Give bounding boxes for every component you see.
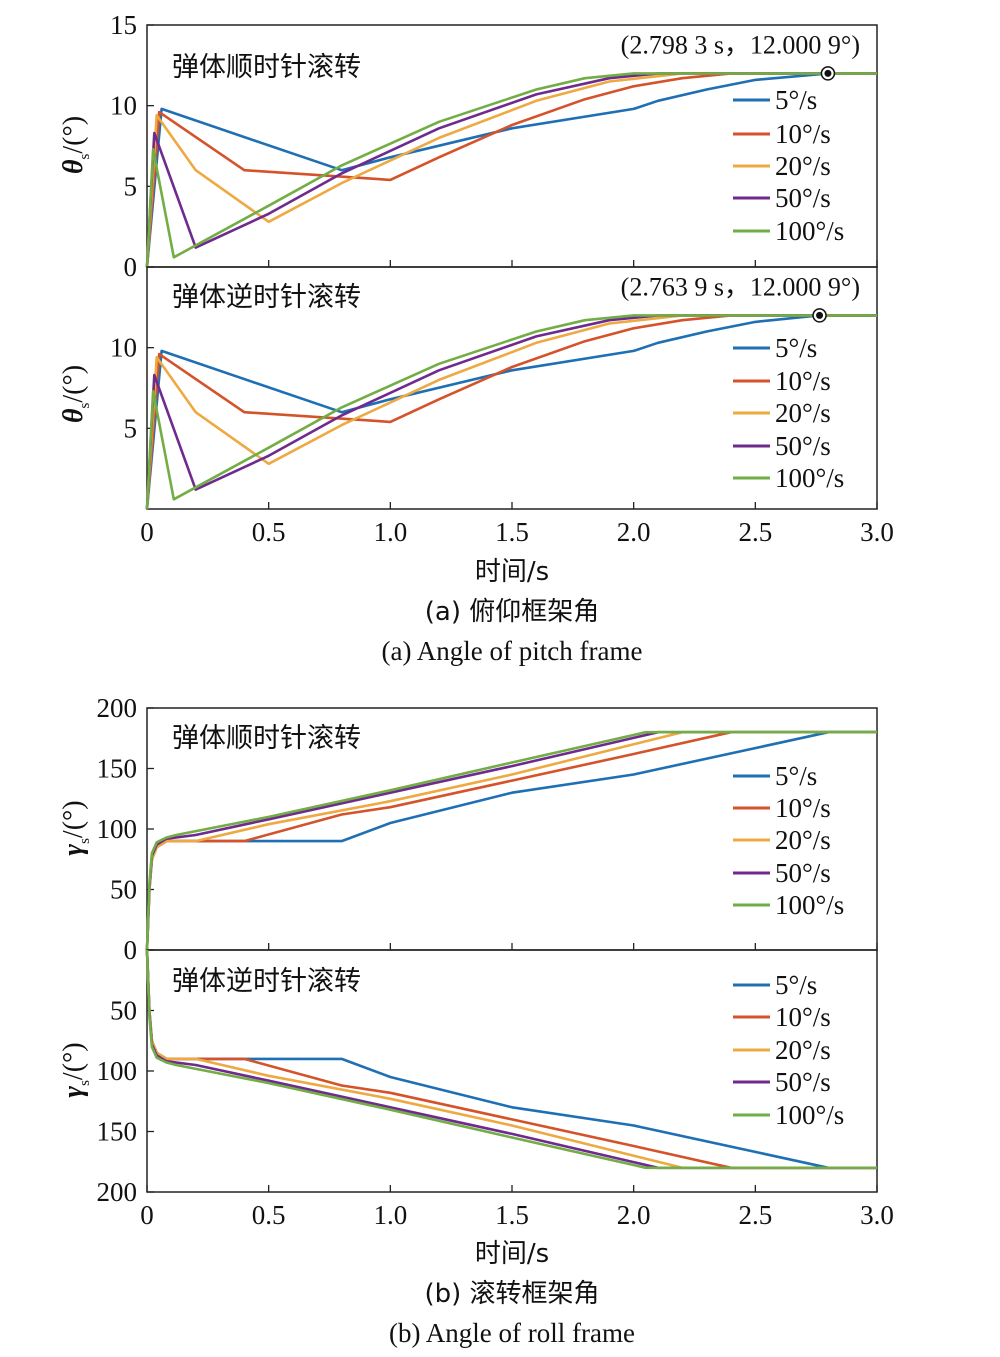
x-tick-label: 0.5 — [252, 1200, 286, 1230]
annotation-marker-dot — [816, 311, 824, 319]
xlabel-b: 时间/s — [475, 1239, 549, 1269]
series-line — [145, 72, 877, 268]
panel-title: 弹体逆时针滚转 — [172, 966, 361, 997]
legend-label: 100°/s — [775, 890, 844, 920]
y-tick-label: 5 — [124, 171, 138, 201]
x-tick-label: 1.0 — [373, 517, 407, 547]
legend-label: 10°/s — [775, 366, 831, 396]
panel-title: 弹体顺时针滚转 — [172, 52, 361, 83]
legend-label: 100°/s — [775, 216, 844, 246]
series-line — [145, 314, 877, 510]
y-tick-label: 150 — [97, 754, 138, 784]
y-tick-label: 100 — [97, 814, 138, 844]
y-tick-label: 200 — [97, 1177, 138, 1207]
legend-label: 50°/s — [775, 183, 831, 213]
y-tick-label: 10 — [110, 333, 137, 363]
legend-label: 10°/s — [775, 119, 831, 149]
annotation-marker-dot — [824, 69, 832, 77]
series-line — [145, 72, 877, 268]
legend-label: 50°/s — [775, 431, 831, 461]
y-axis-label: γs/(°) — [58, 1042, 93, 1097]
series-line — [145, 314, 877, 510]
chart-panel-1: 0 5 10 15 θs/(°) 弹体顺时针滚转 5°/s 10°/s20°/s50°/s10… — [58, 10, 878, 282]
series-line — [145, 72, 877, 268]
x-tick-label: 0.5 — [252, 517, 286, 547]
y-tick-label: 100 — [97, 1056, 138, 1086]
series-line — [145, 314, 877, 510]
series-line — [145, 72, 877, 268]
panel-title: 弹体顺时针滚转 — [172, 723, 361, 754]
y-axis-label: γs/(°) — [58, 800, 93, 855]
xlabel-a: 时间/s — [475, 557, 549, 587]
x-tick-label: 1.5 — [495, 1200, 529, 1230]
x-tick-label: 1.0 — [373, 1200, 407, 1230]
legend-label: 20°/s — [775, 151, 831, 181]
caption-a-cn: (a) 俯仰框架角 — [425, 597, 600, 627]
y-tick-label: 5 — [124, 413, 138, 443]
y-axis-label: θs/(°) — [58, 116, 93, 174]
legend-label: 5°/s — [775, 970, 817, 1000]
y-tick-label: 50 — [110, 996, 137, 1026]
x-tick-label: 2.0 — [617, 517, 651, 547]
legend-label: 5°/s — [775, 85, 817, 115]
y-tick-label: 50 — [110, 875, 137, 905]
legend-label: 20°/s — [775, 1035, 831, 1065]
legend-label: 100°/s — [775, 1100, 844, 1130]
caption-b-cn: (b) 滚转框架角 — [424, 1279, 599, 1309]
caption-b-en: (b) Angle of roll frame — [389, 1318, 635, 1348]
legend-label: 10°/s — [775, 793, 831, 823]
x-tick-label: 0 — [140, 517, 154, 547]
y-axis-label: θs/(°) — [58, 365, 93, 423]
plots-layer: 051015θs/(°)弹体顺时针滚转5°/s10°/s20°/s50°/s10… — [58, 10, 894, 1230]
annotation-label: (2.763 9 s，12.000 9°) — [621, 272, 860, 301]
legend-label: 20°/s — [775, 825, 831, 855]
legend-label: 10°/s — [775, 1002, 831, 1032]
x-tick-label: 2.5 — [738, 1200, 772, 1230]
legend-label: 5°/s — [775, 761, 817, 791]
y-tick-label: 200 — [97, 693, 138, 723]
x-tick-label: 2.5 — [738, 517, 772, 547]
x-tick-label: 1.5 — [495, 517, 529, 547]
x-tick-label: 3.0 — [860, 1200, 894, 1230]
chart-panel-3: 0 50 100 150 200 γs/(°) 弹体顺时针滚转 5°/s10°/s20°/s5… — [58, 693, 878, 965]
annotation-label: (2.798 3 s，12.000 9°) — [621, 30, 860, 59]
series-line — [145, 72, 877, 268]
panel-title: 弹体逆时针滚转 — [172, 282, 361, 313]
series-line — [145, 314, 877, 510]
legend-label: 50°/s — [775, 858, 831, 888]
y-tick-label: 10 — [110, 91, 137, 121]
y-tick-label: 15 — [110, 10, 137, 40]
caption-a-en: (a) Angle of pitch frame — [382, 636, 643, 666]
y-tick-label: 0 — [124, 252, 138, 282]
y-tick-label: 0 — [124, 935, 138, 965]
x-tick-label: 3.0 — [860, 517, 894, 547]
legend-label: 100°/s — [775, 463, 844, 493]
x-tick-label: 0 — [140, 1200, 154, 1230]
legend-label: 5°/s — [775, 333, 817, 363]
legend-label: 20°/s — [775, 398, 831, 428]
series-line — [145, 949, 877, 1170]
legend-label: 50°/s — [775, 1067, 831, 1097]
series-line — [145, 730, 877, 951]
y-tick-label: 150 — [97, 1117, 138, 1147]
x-tick-label: 2.0 — [617, 1200, 651, 1230]
series-line — [145, 314, 877, 510]
